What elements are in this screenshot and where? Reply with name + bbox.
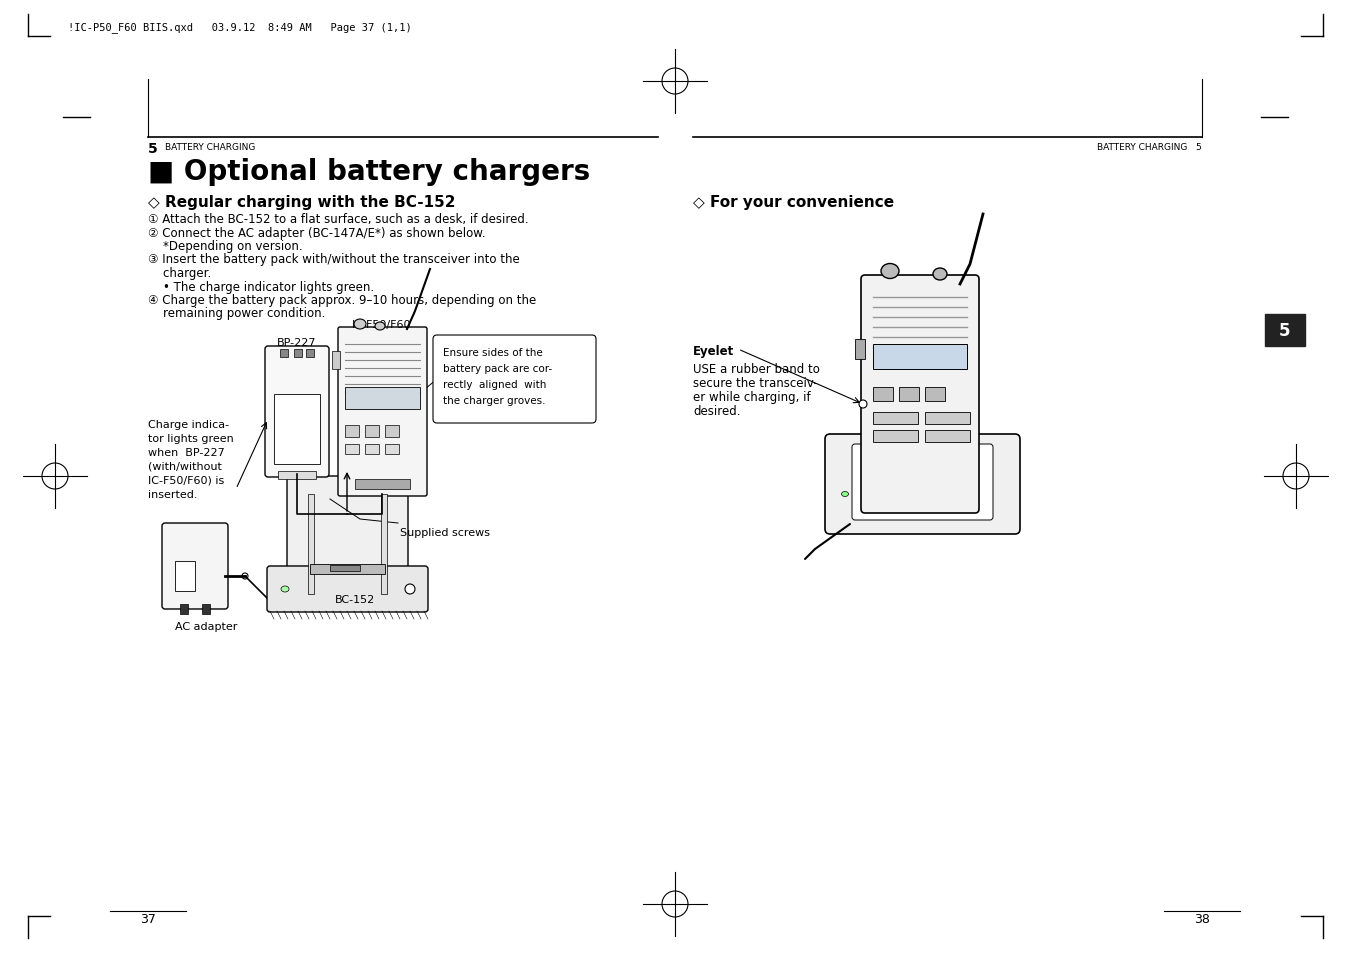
- Bar: [873, 431, 917, 442]
- Bar: [355, 479, 409, 490]
- Text: ◇ For your convenience: ◇ For your convenience: [693, 194, 894, 210]
- Text: ③ Insert the battery pack with/without the transceiver into the: ③ Insert the battery pack with/without t…: [149, 253, 520, 266]
- Text: (with/without: (with/without: [149, 461, 222, 472]
- Text: 38: 38: [1194, 913, 1210, 925]
- Text: remaining power condition.: remaining power condition.: [149, 307, 326, 320]
- Text: 37: 37: [141, 913, 155, 925]
- Bar: [309, 564, 385, 575]
- FancyBboxPatch shape: [267, 566, 428, 613]
- Bar: [308, 495, 313, 595]
- Ellipse shape: [842, 492, 848, 497]
- Text: ◇ Regular charging with the BC-152: ◇ Regular charging with the BC-152: [149, 194, 455, 210]
- Bar: [381, 495, 386, 595]
- FancyBboxPatch shape: [338, 328, 427, 497]
- Ellipse shape: [376, 323, 385, 331]
- Bar: [385, 426, 399, 437]
- Text: BATTERY CHARGING: BATTERY CHARGING: [165, 143, 255, 152]
- FancyBboxPatch shape: [852, 444, 993, 520]
- Text: AC adapter: AC adapter: [176, 621, 238, 631]
- Text: IC-F50/F60) is: IC-F50/F60) is: [149, 476, 224, 485]
- Bar: [925, 431, 970, 442]
- Text: ① Attach the BC-152 to a flat surface, such as a desk, if desired.: ① Attach the BC-152 to a flat surface, s…: [149, 213, 528, 226]
- Text: inserted.: inserted.: [149, 490, 197, 499]
- FancyBboxPatch shape: [286, 476, 408, 598]
- Text: !IC-P50_F60 BIIS.qxd   03.9.12  8:49 AM   Page 37 (1,1): !IC-P50_F60 BIIS.qxd 03.9.12 8:49 AM Pag…: [68, 22, 412, 32]
- Bar: [295, 350, 303, 357]
- Bar: [332, 352, 340, 370]
- Text: ② Connect the AC adapter (BC-147A/E*) as shown below.: ② Connect the AC adapter (BC-147A/E*) as…: [149, 226, 485, 239]
- Text: • The charge indicator lights green.: • The charge indicator lights green.: [149, 280, 374, 294]
- Text: ④ Charge the battery pack approx. 9–10 hours, depending on the: ④ Charge the battery pack approx. 9–10 h…: [149, 294, 536, 307]
- Bar: [180, 604, 188, 615]
- Bar: [1265, 314, 1305, 347]
- Ellipse shape: [354, 319, 366, 330]
- Bar: [278, 472, 316, 479]
- Text: Eyelet: Eyelet: [693, 345, 734, 357]
- Bar: [176, 561, 195, 592]
- Bar: [365, 426, 380, 437]
- Bar: [925, 388, 944, 401]
- Text: secure the transceiv-: secure the transceiv-: [693, 376, 817, 390]
- Text: BP-227: BP-227: [277, 337, 316, 348]
- Bar: [365, 444, 380, 455]
- Bar: [330, 565, 359, 572]
- Text: when  BP-227: when BP-227: [149, 448, 224, 457]
- FancyBboxPatch shape: [861, 275, 979, 514]
- Bar: [280, 350, 288, 357]
- Bar: [305, 350, 313, 357]
- Text: Ensure sides of the: Ensure sides of the: [443, 348, 543, 357]
- FancyBboxPatch shape: [162, 523, 228, 609]
- Bar: [385, 444, 399, 455]
- Bar: [898, 388, 919, 401]
- Text: icom: icom: [908, 490, 932, 499]
- Text: Charge indica-: Charge indica-: [149, 419, 230, 430]
- Text: desired.: desired.: [693, 405, 740, 417]
- Text: rectly  aligned  with: rectly aligned with: [443, 379, 546, 390]
- Bar: [873, 413, 917, 424]
- Bar: [345, 444, 359, 455]
- Bar: [873, 345, 967, 370]
- Text: USE a rubber band to: USE a rubber band to: [693, 363, 820, 375]
- Bar: [855, 339, 865, 359]
- Text: BATTERY CHARGING   5: BATTERY CHARGING 5: [1097, 143, 1202, 152]
- FancyBboxPatch shape: [434, 335, 596, 423]
- Bar: [345, 426, 359, 437]
- Text: 5: 5: [149, 142, 158, 156]
- Bar: [345, 388, 420, 410]
- FancyBboxPatch shape: [265, 347, 330, 477]
- Text: Supplied screws: Supplied screws: [400, 527, 490, 537]
- Ellipse shape: [859, 400, 867, 409]
- Bar: [274, 395, 320, 464]
- Text: er while charging, if: er while charging, if: [693, 391, 811, 403]
- Text: 5: 5: [1279, 322, 1290, 339]
- Text: IC-F50/F60: IC-F50/F60: [353, 319, 412, 330]
- Text: charger.: charger.: [149, 267, 211, 280]
- Text: BC-193: BC-193: [907, 505, 934, 514]
- Text: ■ Optional battery chargers: ■ Optional battery chargers: [149, 158, 590, 186]
- Text: the charger groves.: the charger groves.: [443, 395, 546, 406]
- Ellipse shape: [281, 586, 289, 593]
- Text: battery pack are cor-: battery pack are cor-: [443, 364, 553, 374]
- Bar: [203, 604, 209, 615]
- Text: BC-152: BC-152: [335, 595, 376, 604]
- FancyBboxPatch shape: [825, 435, 1020, 535]
- Ellipse shape: [405, 584, 415, 595]
- Text: tor lights green: tor lights green: [149, 434, 234, 443]
- Bar: [873, 388, 893, 401]
- Text: *Depending on version.: *Depending on version.: [149, 240, 303, 253]
- Bar: [925, 413, 970, 424]
- Ellipse shape: [934, 269, 947, 281]
- Ellipse shape: [881, 264, 898, 279]
